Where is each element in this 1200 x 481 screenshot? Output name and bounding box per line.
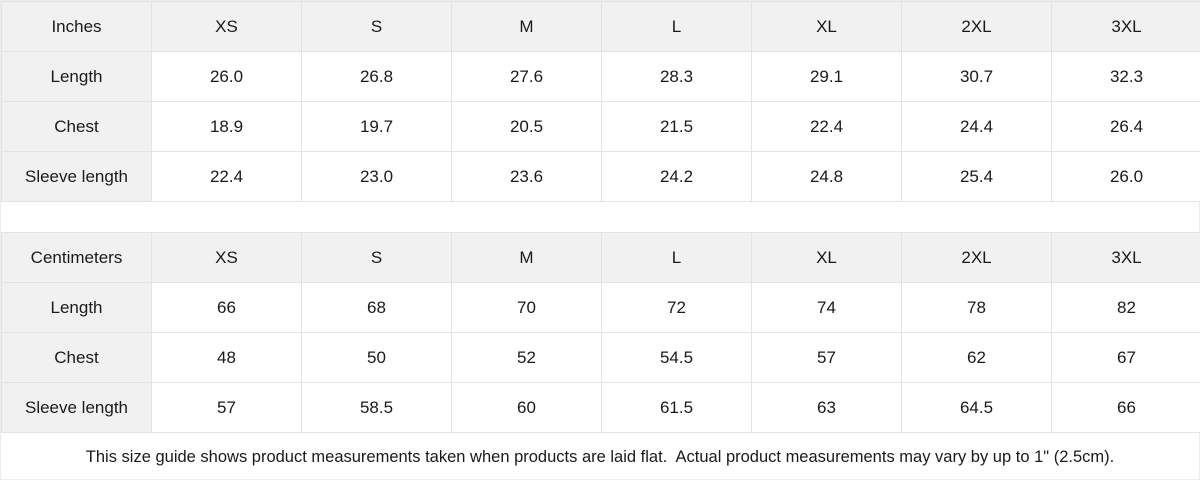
measurement-value: 32.3 bbox=[1052, 52, 1200, 102]
measurement-value: 68 bbox=[302, 283, 452, 333]
measurement-value: 24.4 bbox=[902, 102, 1052, 152]
table-row-chest: Chest 48 50 52 54.5 57 62 67 bbox=[2, 333, 1200, 383]
measurement-value: 23.0 bbox=[302, 152, 452, 202]
unit-header: Inches bbox=[2, 2, 152, 52]
table-gap-spacer bbox=[1, 202, 1199, 232]
size-header-3xl: 3XL bbox=[1052, 233, 1200, 283]
size-header-s: S bbox=[302, 2, 452, 52]
measurement-value: 57 bbox=[752, 333, 902, 383]
table-row-length: Length 26.0 26.8 27.6 28.3 29.1 30.7 32.… bbox=[2, 52, 1200, 102]
measurement-value: 26.8 bbox=[302, 52, 452, 102]
size-header-xs: XS bbox=[152, 233, 302, 283]
measurement-value: 25.4 bbox=[902, 152, 1052, 202]
measurement-value: 48 bbox=[152, 333, 302, 383]
size-header-s: S bbox=[302, 233, 452, 283]
size-header-l: L bbox=[602, 2, 752, 52]
size-header-xl: XL bbox=[752, 233, 902, 283]
measurement-value: 63 bbox=[752, 383, 902, 433]
measurement-value: 54.5 bbox=[602, 333, 752, 383]
unit-header: Centimeters bbox=[2, 233, 152, 283]
size-guide-note: This size guide shows product measuremen… bbox=[86, 448, 1114, 467]
table-row-length: Length 66 68 70 72 74 78 82 bbox=[2, 283, 1200, 333]
measurement-value: 50 bbox=[302, 333, 452, 383]
measurement-value: 67 bbox=[1052, 333, 1200, 383]
measurement-value: 74 bbox=[752, 283, 902, 333]
measurement-value: 78 bbox=[902, 283, 1052, 333]
table-header-row: Centimeters XS S M L XL 2XL 3XL bbox=[2, 233, 1200, 283]
measurement-value: 20.5 bbox=[452, 102, 602, 152]
measurement-value: 64.5 bbox=[902, 383, 1052, 433]
measurement-row-label: Length bbox=[2, 283, 152, 333]
measurement-value: 66 bbox=[1052, 383, 1200, 433]
measurement-value: 57 bbox=[152, 383, 302, 433]
measurement-value: 21.5 bbox=[602, 102, 752, 152]
measurement-value: 58.5 bbox=[302, 383, 452, 433]
measurement-row-label: Chest bbox=[2, 102, 152, 152]
measurement-value: 18.9 bbox=[152, 102, 302, 152]
measurement-value: 52 bbox=[452, 333, 602, 383]
measurement-value: 26.0 bbox=[152, 52, 302, 102]
size-header-2xl: 2XL bbox=[902, 2, 1052, 52]
measurement-value: 24.8 bbox=[752, 152, 902, 202]
size-header-2xl: 2XL bbox=[902, 233, 1052, 283]
size-header-3xl: 3XL bbox=[1052, 2, 1200, 52]
measurement-value: 62 bbox=[902, 333, 1052, 383]
table-row-chest: Chest 18.9 19.7 20.5 21.5 22.4 24.4 26.4 bbox=[2, 102, 1200, 152]
size-table-centimeters: Centimeters XS S M L XL 2XL 3XL Length 6… bbox=[1, 232, 1200, 433]
measurement-row-label: Length bbox=[2, 52, 152, 102]
measurement-value: 82 bbox=[1052, 283, 1200, 333]
measurement-value: 29.1 bbox=[752, 52, 902, 102]
measurement-value: 24.2 bbox=[602, 152, 752, 202]
measurement-value: 23.6 bbox=[452, 152, 602, 202]
measurement-row-label: Chest bbox=[2, 333, 152, 383]
measurement-value: 26.0 bbox=[1052, 152, 1200, 202]
measurement-value: 30.7 bbox=[902, 52, 1052, 102]
measurement-value: 61.5 bbox=[602, 383, 752, 433]
size-header-xl: XL bbox=[752, 2, 902, 52]
measurement-value: 22.4 bbox=[752, 102, 902, 152]
measurement-value: 66 bbox=[152, 283, 302, 333]
table-header-row: Inches XS S M L XL 2XL 3XL bbox=[2, 2, 1200, 52]
size-header-m: M bbox=[452, 2, 602, 52]
size-header-m: M bbox=[452, 233, 602, 283]
measurement-value: 19.7 bbox=[302, 102, 452, 152]
measurement-value: 60 bbox=[452, 383, 602, 433]
size-guide-note-bar: This size guide shows product measuremen… bbox=[1, 433, 1199, 481]
size-header-xs: XS bbox=[152, 2, 302, 52]
measurement-value: 70 bbox=[452, 283, 602, 333]
table-row-sleeve-length: Sleeve length 22.4 23.0 23.6 24.2 24.8 2… bbox=[2, 152, 1200, 202]
measurement-value: 27.6 bbox=[452, 52, 602, 102]
table-row-sleeve-length: Sleeve length 57 58.5 60 61.5 63 64.5 66 bbox=[2, 383, 1200, 433]
measurement-row-label: Sleeve length bbox=[2, 152, 152, 202]
measurement-value: 26.4 bbox=[1052, 102, 1200, 152]
size-table-inches: Inches XS S M L XL 2XL 3XL Length 26.0 2… bbox=[1, 1, 1200, 202]
size-header-l: L bbox=[602, 233, 752, 283]
measurement-row-label: Sleeve length bbox=[2, 383, 152, 433]
measurement-value: 72 bbox=[602, 283, 752, 333]
measurement-value: 22.4 bbox=[152, 152, 302, 202]
measurement-value: 28.3 bbox=[602, 52, 752, 102]
